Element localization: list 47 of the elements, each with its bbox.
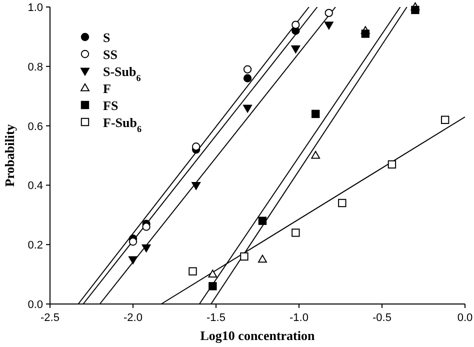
legend-label: SS — [103, 47, 118, 62]
point — [192, 142, 200, 151]
point — [388, 160, 396, 169]
legend-label: F — [103, 81, 111, 96]
point — [311, 150, 320, 159]
point — [240, 252, 248, 261]
point — [292, 20, 300, 29]
point — [324, 22, 334, 30]
y-tick-label: 0.4 — [28, 180, 43, 192]
point — [243, 74, 252, 82]
point — [440, 116, 450, 124]
legend-label: S — [103, 30, 110, 45]
point — [292, 228, 300, 237]
y-axis-title: Probability — [2, 124, 17, 187]
point — [258, 254, 267, 263]
point — [192, 182, 201, 190]
point — [361, 30, 370, 38]
y-tick-label: 0.8 — [28, 61, 43, 74]
point — [208, 282, 217, 290]
point — [128, 256, 138, 264]
legend-label: FS — [103, 98, 118, 113]
point — [243, 65, 252, 74]
point — [243, 104, 252, 113]
y-tick-label: 0.2 — [28, 240, 43, 252]
x-tick-label: -1.0 — [290, 312, 308, 324]
y-tick-label: 0.0 — [28, 299, 43, 311]
x-tick-label: -0.5 — [372, 312, 392, 324]
point — [312, 110, 320, 118]
x-tick-label: -2.5 — [40, 312, 60, 324]
legend-label: S-Sub$_{6}$ — [103, 64, 142, 83]
y-tick-label: 1.0 — [28, 2, 43, 14]
point — [338, 198, 346, 208]
point — [291, 45, 300, 54]
point — [258, 216, 267, 225]
x-tick-label: -1.5 — [206, 312, 226, 324]
point — [142, 244, 151, 252]
legend-label: F-Sub$_{6}$ — [103, 115, 142, 134]
point — [188, 267, 197, 276]
x-tick-label: -2.0 — [124, 312, 142, 324]
point — [128, 238, 138, 246]
point — [142, 222, 150, 231]
point — [324, 8, 333, 18]
point — [411, 6, 420, 14]
x-tick-label: 0.0 — [457, 312, 473, 324]
y-tick-label: 0.6 — [28, 120, 43, 133]
x-axis-title: Log10 concentration — [200, 328, 316, 343]
point — [208, 270, 218, 278]
